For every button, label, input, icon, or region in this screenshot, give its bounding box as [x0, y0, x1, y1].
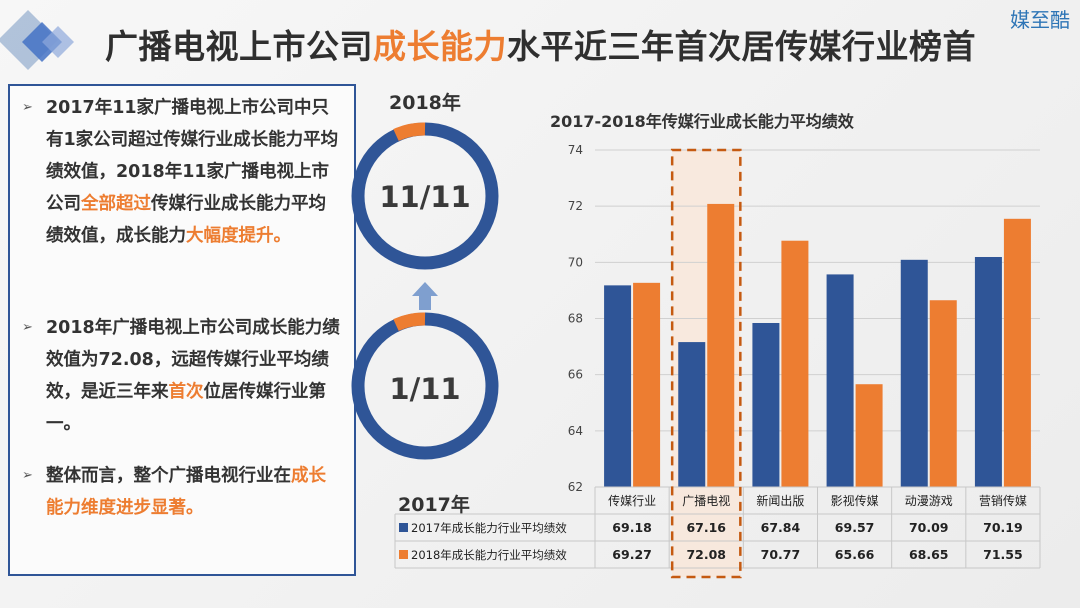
- legend-swatch: [399, 550, 408, 559]
- p3-segment-1: 成长能力维度进步显著。: [46, 466, 326, 518]
- legend-label: 2018年成长能力行业平均绩效: [411, 548, 567, 562]
- bullet-arrow-icon: ➢: [22, 468, 33, 483]
- table-cell: 70.19: [983, 520, 1023, 535]
- bar: [900, 259, 928, 487]
- p1-segment-0: 2017年11家广播电视上市公司中只有1家公司超过传媒行业成长能力平均绩效值，2…: [46, 98, 339, 214]
- bar: [974, 256, 1002, 487]
- y-tick-label: 64: [568, 424, 583, 438]
- page-title: 广播电视上市公司成长能力水平近三年首次居传媒行业榜首: [105, 27, 976, 66]
- title-highlight: 成长能力: [373, 27, 507, 66]
- donut-2018: [351, 122, 499, 270]
- brand-logo: 媒至酷: [1010, 8, 1070, 32]
- bar: [678, 342, 706, 487]
- table-cell: 70.09: [909, 520, 949, 535]
- bar: [752, 322, 780, 487]
- category-label: 营销传媒: [979, 493, 1027, 508]
- summary-textbox: ➢ 2017年11家广播电视上市公司中只有1家公司超过传媒行业成长能力平均绩效值…: [8, 84, 356, 576]
- bar: [1003, 218, 1031, 487]
- highlight-frame: [670, 148, 742, 579]
- table-cell: 69.27: [612, 547, 652, 562]
- category-label: 新闻出版: [756, 493, 804, 508]
- summary-point-2: ➢ 2018年广播电视上市公司成长能力绩效值为72.08，远超传媒行业平均绩效，…: [22, 312, 342, 440]
- bar: [781, 240, 809, 487]
- donut-2017: [351, 312, 499, 460]
- donut-bottom-label: 1/11: [389, 372, 461, 406]
- donut-group: [351, 122, 499, 460]
- bar: [826, 274, 854, 487]
- p2-segment-0: 2018年广播电视上市公司成长能力绩效值为72.08，远超传媒行业平均绩效，是近…: [46, 318, 340, 402]
- table-cell: 69.57: [835, 520, 875, 535]
- summary-point-3: ➢ 整体而言，整个广播电视行业在成长能力维度进步显著。: [22, 460, 342, 524]
- table-cell: 65.66: [835, 547, 875, 562]
- bar: [633, 282, 661, 487]
- donut-2018-segment: [393, 122, 426, 142]
- bullet-arrow-icon: ➢: [22, 100, 33, 115]
- donut-top-label: 11/11: [379, 180, 471, 214]
- table-cell: 70.77: [761, 547, 801, 562]
- y-tick-label: 72: [568, 199, 583, 213]
- y-tick-label: 74: [568, 143, 583, 157]
- legend-swatch: [399, 523, 408, 532]
- y-tick-label: 66: [568, 368, 583, 382]
- logo-diamonds: [0, 10, 74, 70]
- p1-segment-3: 大幅度提升。: [186, 226, 291, 246]
- bar: [929, 300, 957, 487]
- up-arrow-icon: [412, 282, 438, 310]
- summary-point-1: ➢ 2017年11家广播电视上市公司中只有1家公司超过传媒行业成长能力平均绩效值…: [22, 92, 342, 252]
- p2-segment-1: 首次: [168, 382, 204, 402]
- bullet-arrow-icon: ➢: [22, 320, 33, 335]
- category-label: 动漫游戏: [905, 494, 953, 508]
- category-label: 传媒行业: [608, 493, 656, 508]
- y-tick-label: 68: [568, 312, 583, 326]
- p1-segment-1: 全部超过: [81, 194, 151, 214]
- y-tick-label: 62: [568, 480, 583, 494]
- bar: [604, 285, 632, 487]
- p2-segment-2: 位居传媒行业第一。: [46, 382, 326, 434]
- table-cell: 67.84: [761, 520, 801, 535]
- donut-2017-segment: [393, 312, 426, 332]
- table-cell: 69.18: [612, 520, 652, 535]
- table-cell: 67.16: [686, 520, 726, 535]
- y-tick-label: 70: [568, 255, 583, 269]
- p3-segment-0: 整体而言，整个广播电视行业在: [46, 466, 291, 486]
- donut-top-year: 2018年: [389, 92, 461, 114]
- donut-bottom-year: 2017年: [398, 494, 470, 516]
- p1-segment-2: 传媒行业成长能力平均绩效值，成长能力: [46, 194, 326, 246]
- bar: [855, 384, 883, 487]
- table-cell: 68.65: [909, 547, 949, 562]
- category-label: 广播电视: [682, 493, 730, 508]
- chart-title: 2017-2018年传媒行业成长能力平均绩效: [550, 112, 854, 131]
- legend-label: 2017年成长能力行业平均绩效: [411, 521, 567, 535]
- category-label: 影视传媒: [831, 493, 879, 508]
- table-cell: 71.55: [983, 547, 1023, 562]
- bar: [707, 203, 735, 488]
- table-cell: 72.08: [686, 547, 726, 562]
